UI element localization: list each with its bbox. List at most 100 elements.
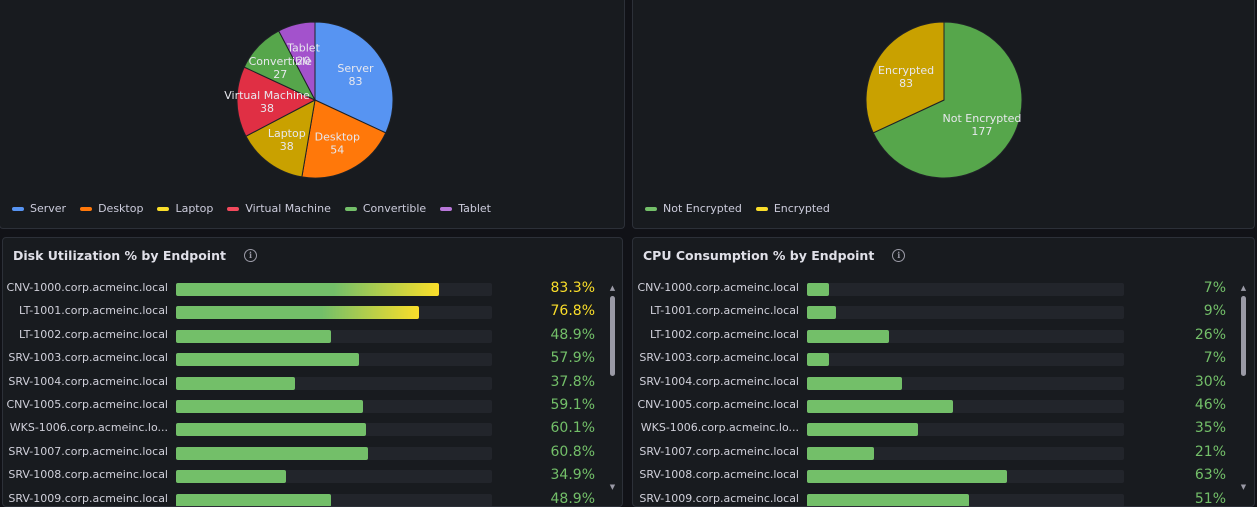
legend-swatch: [440, 206, 453, 211]
bar-value: 48.9%: [550, 490, 595, 507]
endpoint-label: SRV-1007.corp.acmeinc.local: [8, 444, 168, 458]
legend-label: Virtual Machine: [245, 202, 331, 215]
pie-slice-value: 38: [280, 140, 294, 153]
endpoint-label: LT-1001.corp.acmeinc.local: [649, 304, 799, 318]
bar-value: 57.9%: [550, 350, 595, 367]
bar-track: [176, 283, 492, 296]
scrollbar[interactable]: ▲ ▼: [608, 284, 617, 494]
panel-title: CPU Consumption % by Endpoint: [643, 248, 875, 263]
legend-label: Desktop: [98, 202, 144, 215]
legend-item-desktop[interactable]: Desktop: [80, 202, 143, 215]
endpoint-label: CNV-1000.corp.acmeinc.local: [637, 281, 799, 294]
bar-row: LT-1002.corp.acmeinc.local 26%: [633, 326, 1254, 349]
pie-slice-value: 27: [273, 68, 287, 81]
legend-label: Server: [30, 202, 67, 215]
pie-slice-laptop[interactable]: [245, 99, 316, 178]
bar-row: SRV-1009.corp.acmeinc.local 51%: [633, 490, 1254, 506]
bar-track: [176, 329, 492, 343]
pie-slice-not-encrypted[interactable]: [872, 21, 1023, 179]
pie-slice-tablet[interactable]: [278, 21, 316, 101]
bar-fill: [807, 306, 836, 320]
legend-item-convertible[interactable]: Convertible: [344, 202, 426, 215]
pie-slice-virtual-machine[interactable]: [236, 66, 317, 137]
bar-value: 60.8%: [550, 443, 595, 460]
panel-title: Disk Utilization % by Endpoint: [13, 248, 226, 263]
bar-track: [176, 376, 492, 390]
scroll-up-icon[interactable]: ▲: [1240, 284, 1247, 292]
bar-track: [807, 353, 1124, 367]
bar-row: SRV-1003.corp.acmeinc.local 57.9%: [3, 349, 622, 372]
bar-track: [807, 329, 1124, 343]
bar-value: 76.8%: [550, 303, 595, 320]
bar-track: [807, 376, 1124, 390]
bar-row: CNV-1005.corp.acmeinc.local 46%: [633, 396, 1254, 419]
scroll-up-icon[interactable]: ▲: [609, 284, 616, 292]
bar-fill: [807, 423, 918, 437]
bar-fill: [807, 376, 903, 390]
bar-row: CNV-1000.corp.acmeinc.local 7%: [633, 279, 1254, 302]
bar-track: [176, 353, 492, 367]
bar-fill: [176, 446, 369, 460]
legend-label: Encrypted: [773, 202, 830, 215]
bar-value: 59.1%: [550, 396, 595, 413]
bar-value: 48.9%: [550, 326, 595, 343]
legend-item-laptop[interactable]: Laptop: [157, 202, 213, 215]
pie-slice-encrypted[interactable]: [865, 21, 945, 134]
bar-track: [176, 423, 492, 437]
scroll-down-icon[interactable]: ▼: [609, 483, 616, 491]
bar-track: [807, 306, 1124, 320]
bar-track: [807, 399, 1124, 413]
bar-row: SRV-1003.corp.acmeinc.local 7%: [633, 349, 1254, 372]
info-icon[interactable]: i: [243, 249, 257, 262]
disk-bar-list: CNV-1000.corp.acmeinc.local 83.3% LT-1001.…: [3, 279, 622, 507]
scroll-down-icon[interactable]: ▼: [1240, 483, 1247, 491]
bar-fill: [176, 329, 331, 343]
legend-swatch: [645, 206, 657, 211]
pie-slice-value: 83: [899, 77, 913, 90]
bar-row: SRV-1007.corp.acmeinc.local 60.8%: [3, 443, 622, 466]
pie-slice-label: Desktop: [315, 131, 360, 144]
endpoint-label: WKS-1006.corp.acmeinc.lo...: [640, 421, 799, 435]
bar-row: SRV-1008.corp.acmeinc.local 63%: [633, 466, 1254, 489]
pie-slice-value: 83: [348, 75, 362, 88]
legend-item-server[interactable]: Server: [12, 202, 66, 215]
bar-value: 9%: [1203, 303, 1226, 320]
bar-row: CNV-1005.corp.acmeinc.local 59.1%: [3, 396, 622, 419]
bar-fill: [176, 493, 331, 506]
bar-fill: [807, 283, 830, 296]
bar-track: [176, 446, 492, 460]
endpoint-label: LT-1002.corp.acmeinc.local: [18, 327, 168, 341]
device-type-legend: Server Desktop Laptop Virtual Machine Conver…: [12, 202, 491, 215]
legend-item-tablet[interactable]: Tablet: [440, 202, 491, 215]
scroll-thumb[interactable]: [610, 296, 615, 376]
bar-fill: [176, 283, 440, 296]
scrollbar[interactable]: ▲ ▼: [1239, 284, 1248, 494]
legend-item-encrypted[interactable]: Encrypted: [755, 202, 830, 215]
scroll-thumb[interactable]: [1241, 296, 1246, 376]
bar-value: 30%: [1194, 373, 1226, 390]
bar-fill: [807, 399, 953, 413]
device-type-panel: Server 83 Desktop 54 Laptop 38 Virtual Machine…: [0, 0, 625, 229]
legend-swatch: [344, 206, 357, 211]
bar-fill: [807, 353, 830, 367]
legend-label: Laptop: [175, 202, 214, 215]
legend-item-not-encrypted[interactable]: Not Encrypted: [645, 202, 742, 215]
info-icon[interactable]: i: [892, 249, 906, 262]
endpoint-label: SRV-1003.corp.acmeinc.local: [639, 351, 799, 365]
endpoint-label: SRV-1009.corp.acmeinc.local: [639, 491, 799, 505]
pie-slice-desktop[interactable]: [301, 99, 387, 179]
bar-fill: [176, 306, 419, 320]
bar-track: [176, 399, 492, 413]
bar-track: [807, 423, 1124, 437]
bar-row: LT-1001.corp.acmeinc.local 76.8%: [3, 302, 622, 325]
pie-slice-value: 54: [330, 144, 344, 157]
pie-slice-label: Laptop: [268, 127, 306, 140]
bar-row: SRV-1008.corp.acmeinc.local 34.9%: [3, 466, 622, 489]
bar-track: [807, 470, 1124, 484]
pie-slice-server[interactable]: [314, 21, 394, 134]
legend-item-virtual-machine[interactable]: Virtual Machine: [227, 202, 331, 215]
pie-slice-label: Tablet: [286, 41, 320, 54]
bar-value: 37.8%: [550, 373, 595, 390]
